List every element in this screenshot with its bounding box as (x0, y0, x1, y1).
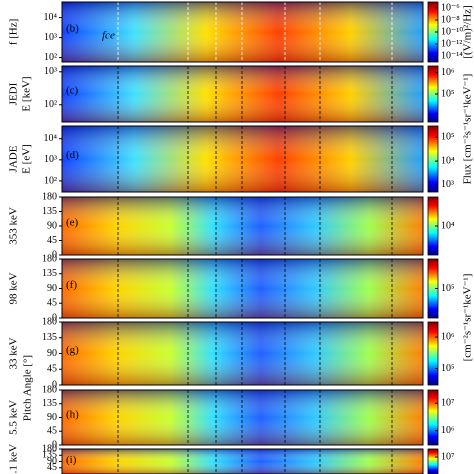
panel-label: (i) (66, 454, 77, 466)
colorbar-tick-label: 10³ (441, 179, 454, 190)
colorbar-tick-label: 10⁷ (441, 397, 455, 408)
spectrogram-shade (62, 126, 423, 192)
y-axis-label: E [keV] (21, 76, 33, 111)
spectrogram-shade (62, 449, 423, 474)
panel-frame (61, 65, 424, 123)
panel-label: (b) (66, 23, 79, 35)
y-tick-label: 45 (47, 298, 57, 309)
y-tick-label: 45 (47, 235, 57, 246)
y-tick-label: 135 (42, 268, 57, 279)
panel-label: (e) (66, 217, 79, 229)
y-tick-label: 90 (47, 412, 57, 423)
colorbar-tick-label: 10⁶ (441, 67, 455, 78)
y-axis-label: 98 keV (8, 272, 20, 304)
y-tick-label: 90 (47, 283, 57, 294)
colorbar-tick-label: 10⁻⁸ (441, 14, 460, 25)
spectrogram-shade (62, 390, 423, 445)
colorbar-title: Flux [cm⁻²s⁻¹sr⁻¹keV⁻¹] (462, 74, 474, 185)
panel-label: (h) (66, 408, 79, 420)
spectrogram-shade (62, 66, 423, 122)
colorbar-tick-label: 10⁻¹⁰ (441, 26, 463, 37)
y-tick-label: 45 (47, 462, 57, 473)
panel-label: (c) (66, 85, 79, 97)
y-tick-label: 180 (42, 384, 57, 395)
y-tick-label: 10³ (44, 154, 57, 165)
spectrogram-shade (62, 197, 423, 255)
y-tick-label: 10² (44, 175, 57, 186)
y-tick-label: 135 (42, 398, 57, 409)
y-axis-label: f [Hz] (8, 19, 20, 46)
y-tick-label: 135 (42, 206, 57, 217)
y-tick-label: 10⁴ (44, 12, 58, 23)
y-tick-label: 180 (42, 443, 57, 454)
panel-label: (d) (66, 149, 79, 161)
y-tick-label: 135 (42, 450, 57, 461)
y-axis-label: 5.5 keV (8, 400, 20, 435)
y-tick-label: 45 (47, 426, 57, 437)
y-tick-label: 90 (47, 456, 57, 467)
y-tick-label: 90 (47, 220, 57, 231)
y-tick-label: 45 (47, 364, 57, 375)
spectrogram-shade (62, 259, 423, 318)
y-tick-label: 0 (52, 249, 57, 260)
y-axis-label: 1.1 keV (8, 444, 20, 474)
colorbar-tick-label: 10⁵ (441, 88, 455, 99)
y-tick-label: 0 (52, 312, 57, 323)
y-tick-label: 0 (52, 439, 57, 450)
y-tick-label: 90 (47, 348, 57, 359)
y-axis-label: E [eV] (21, 144, 33, 174)
colorbar (427, 125, 439, 193)
y-tick-label: 180 (42, 316, 57, 327)
panel-frame (61, 125, 424, 193)
y-axis-label: Pitch Angle [°] (22, 355, 34, 421)
y-tick-label: 10² (44, 99, 57, 110)
colorbar-tick-label: 10⁻⁶ (441, 2, 460, 13)
y-axis-label: JADE (8, 145, 20, 172)
y-tick-label: 10⁴ (44, 133, 58, 144)
y-axis-label: JEDI (8, 82, 20, 105)
colorbar-tick-label: 10⁵ (441, 283, 455, 294)
colorbar-title: [(V/m)²/Hz] (462, 5, 474, 58)
annotation: fce (102, 30, 115, 42)
spectrogram-shade (62, 322, 423, 385)
y-tick-label: 10² (44, 52, 57, 63)
colorbar-tick-label: 10⁻¹² (441, 38, 462, 49)
y-axis-label: 353 keV (8, 207, 20, 245)
y-axis-label: 33 keV (8, 337, 20, 369)
colorbar-tick-label: 10⁶ (441, 331, 455, 342)
y-tick-label: 180 (42, 191, 57, 202)
y-tick-label: 10³ (44, 66, 57, 77)
colorbar (427, 389, 439, 446)
colorbar-tick-label: 10⁶ (441, 425, 455, 436)
colorbar (427, 448, 439, 474)
y-tick-label: 0 (52, 379, 57, 390)
colorbar (427, 321, 439, 386)
colorbar-tick-label: 10⁴ (441, 155, 455, 166)
panel-label: (g) (66, 344, 79, 356)
colorbar-title: [cm⁻²s⁻¹sr⁻¹keV⁻¹] (462, 274, 474, 362)
spectrogram-shade (62, 2, 423, 62)
y-tick-label: 180 (42, 253, 57, 264)
panel-frame (61, 1, 424, 63)
colorbar-tick-label: 10⁴ (441, 220, 455, 231)
colorbar-tick-label: 10⁵ (441, 363, 455, 374)
y-tick-label: 135 (42, 332, 57, 343)
panel-label: (f) (66, 279, 77, 291)
y-tick-label: 10³ (44, 32, 57, 43)
colorbar-tick-label: 10⁻¹⁴ (441, 50, 463, 61)
colorbar-tick-label: 10⁵ (441, 132, 455, 143)
colorbar-tick-label: 10⁷ (441, 451, 455, 462)
